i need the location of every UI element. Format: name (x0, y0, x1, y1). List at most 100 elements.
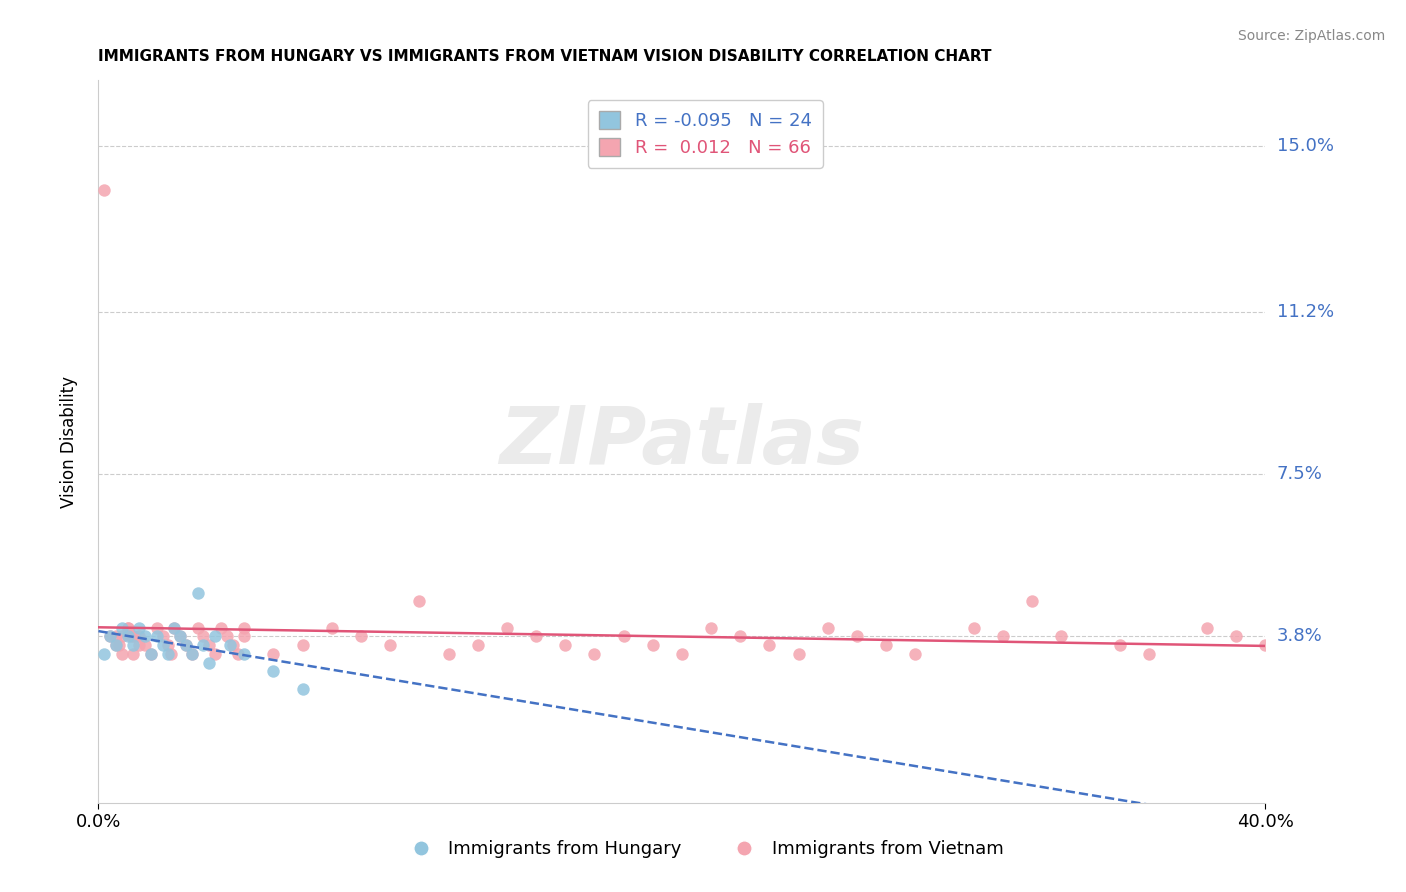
Point (187, 621, 209, 635)
Point (122, 647, 145, 661)
Point (204, 647, 226, 661)
Point (380, 638, 402, 652)
Point (962, 621, 984, 635)
Point (111, 629, 134, 643)
Point (554, 638, 576, 652)
Point (291, 681, 314, 696)
Point (215, 629, 238, 643)
Point (157, 647, 180, 661)
Point (641, 638, 664, 652)
Point (122, 629, 145, 643)
Point (139, 647, 162, 661)
Point (163, 621, 186, 635)
Point (198, 638, 221, 652)
Point (193, 629, 215, 643)
Point (180, 647, 202, 661)
Point (524, 629, 547, 643)
Point (496, 621, 519, 635)
Point (193, 638, 215, 652)
Point (1254, 638, 1277, 652)
Text: IMMIGRANTS FROM HUNGARY VS IMMIGRANTS FROM VIETNAM VISION DISABILITY CORRELATION: IMMIGRANTS FROM HUNGARY VS IMMIGRANTS FR… (98, 49, 991, 64)
Point (111, 647, 134, 661)
Point (233, 629, 256, 643)
Point (204, 629, 226, 643)
Point (758, 638, 780, 652)
Point (671, 647, 693, 661)
Text: 7.5%: 7.5% (1277, 466, 1323, 483)
Point (1225, 629, 1247, 643)
Point (904, 647, 927, 661)
Point (134, 638, 156, 652)
Point (169, 629, 191, 643)
Point (321, 621, 343, 635)
Point (157, 638, 180, 652)
Point (163, 621, 186, 635)
Point (228, 647, 250, 661)
Text: 15.0%: 15.0% (1277, 137, 1333, 155)
Point (209, 621, 232, 635)
Point (700, 621, 723, 635)
Point (117, 621, 139, 635)
Point (111, 621, 134, 635)
Point (93, 647, 115, 661)
Point (146, 629, 169, 643)
Point (1195, 621, 1218, 635)
Point (291, 638, 314, 652)
Point (98, 629, 121, 643)
Point (139, 647, 162, 661)
Point (93, 183, 115, 197)
Point (198, 656, 221, 670)
Point (437, 647, 460, 661)
Legend: R = -0.095   N = 24, R =  0.012   N = 66: R = -0.095 N = 24, R = 0.012 N = 66 (588, 100, 823, 168)
Point (875, 638, 897, 652)
Point (120, 629, 142, 643)
Point (1050, 629, 1073, 643)
Point (122, 638, 145, 652)
Point (117, 629, 139, 643)
Point (152, 629, 174, 643)
Point (233, 647, 256, 661)
Point (180, 647, 202, 661)
Point (583, 647, 606, 661)
Point (98, 629, 121, 643)
Legend: Immigrants from Hungary, Immigrants from Vietnam: Immigrants from Hungary, Immigrants from… (395, 833, 1011, 865)
Point (128, 621, 150, 635)
Point (350, 629, 373, 643)
Point (104, 638, 127, 652)
Point (991, 629, 1014, 643)
Point (104, 629, 127, 643)
Point (146, 621, 169, 635)
Text: Source: ZipAtlas.com: Source: ZipAtlas.com (1237, 29, 1385, 43)
Point (262, 665, 284, 679)
Point (187, 585, 209, 599)
Point (128, 629, 150, 643)
Point (128, 638, 150, 652)
Point (787, 647, 810, 661)
Point (1021, 594, 1043, 608)
Point (730, 629, 752, 643)
Point (160, 647, 183, 661)
Point (152, 638, 174, 652)
Point (218, 638, 240, 652)
Text: 3.8%: 3.8% (1277, 627, 1322, 646)
Point (1137, 647, 1160, 661)
Point (117, 621, 139, 635)
Point (174, 638, 197, 652)
Point (262, 647, 284, 661)
Point (846, 629, 869, 643)
Point (467, 638, 489, 652)
Point (233, 621, 256, 635)
Point (612, 629, 634, 643)
Point (108, 638, 131, 652)
Point (1108, 638, 1130, 652)
Point (104, 638, 127, 652)
Text: 11.2%: 11.2% (1277, 303, 1334, 321)
Y-axis label: Vision Disability: Vision Disability (59, 376, 77, 508)
Point (134, 629, 156, 643)
Point (221, 638, 243, 652)
Point (174, 638, 197, 652)
Point (408, 594, 430, 608)
Point (169, 629, 191, 643)
Text: ZIPatlas: ZIPatlas (499, 402, 865, 481)
Point (817, 621, 839, 635)
